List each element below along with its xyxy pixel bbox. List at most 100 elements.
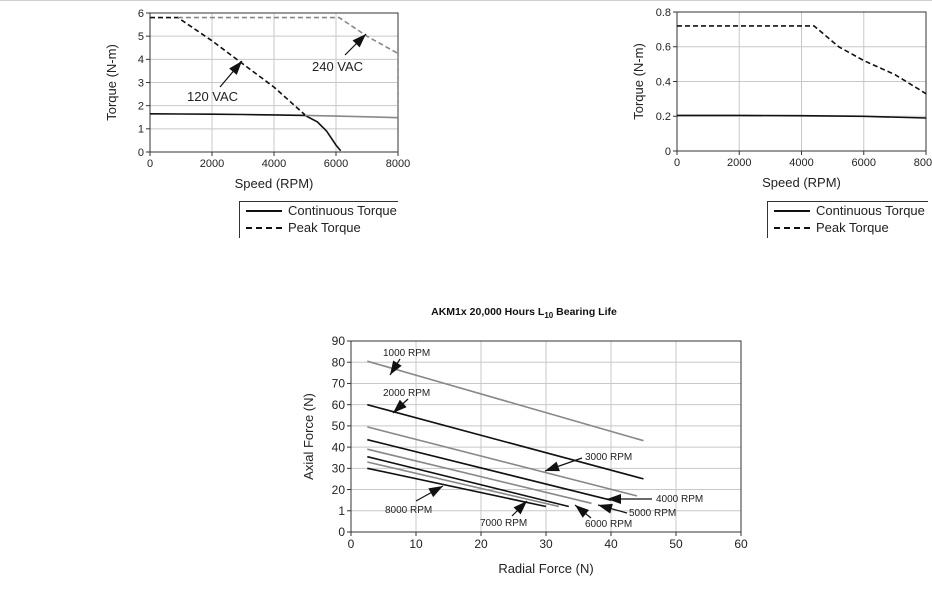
chart2-xtick-label-2: 4000 [789,157,813,169]
legend-2-solid-swatch [774,209,810,212]
legend-1: Continuous Torque Peak Torque [239,201,398,238]
legend-1-continuous-label: Continuous Torque [288,203,397,218]
legend-2: Continuous Torque Peak Torque [767,201,928,238]
chart3-label-2000rpm: 2000 RPM [383,388,430,399]
chart3-ytick-label-2: 20 [332,483,346,497]
chart3-ylabel: Axial Force (N) [301,393,316,480]
top-divider [0,0,932,1]
chart-torque-speed-1: 0 2000 4000 6000 8000 0 1 2 3 4 5 6 Speed (RPM) Torqu… [104,8,410,191]
legend-1-peak-label: Peak Torque [288,220,361,235]
chart3-xtick-label-3: 30 [539,537,553,551]
chart3-label-3000rpm: 3000 RPM [585,452,632,463]
chart2-ytick-label-2: 0.4 [656,76,671,88]
chart1-xlabel: Speed (RPM) [235,176,314,191]
chart1-xtick-label-1: 2000 [200,158,224,170]
chart3-series-0 [367,360,644,442]
chart3-ytick-label-4: 40 [332,440,346,454]
chart3-ytick-label-8: 80 [332,355,346,369]
chart3-xlabel: Radial Force (N) [498,561,593,576]
chart1-xtick-label-3: 6000 [324,158,348,170]
chart3-ytick-label-1: 1 [338,504,345,518]
chart3-series-4 [367,448,592,505]
chart1-ytick-label-4: 4 [138,54,144,66]
chart1-arrow-120vac-head [229,61,242,75]
chart2-xtick-label-4: 8000 [914,157,932,169]
chart3-plot-frame [350,340,742,533]
chart3-arrow-4000rpm-head [607,494,621,504]
chart3-ytick-label-0: 0 [338,525,345,539]
chart2-ytick-label-0: 0 [665,146,671,158]
chart3-label-5000rpm: 5000 RPM [629,508,676,519]
chart2-xtick-label-0: 0 [674,157,680,169]
chart3-ytick-label-9: 90 [332,334,346,348]
chart3-ytick-label-6: 60 [332,398,346,412]
chart3-xtick-label-6: 60 [734,537,748,551]
chart3-xtick-label-5: 50 [669,537,683,551]
chart1-ytick-label-3: 3 [138,77,144,89]
chart2-xtick-label-1: 2000 [727,157,751,169]
chart2-plot-frame [676,11,927,152]
chart2-ytick-label-3: 0.6 [656,42,671,54]
chart3-label-7000rpm: 7000 RPM [480,518,527,529]
chart3-label-1000rpm: 1000 RPM [383,348,430,359]
chart3-ytick-label-5: 50 [332,419,346,433]
chart-torque-speed-2: 0 2000 4000 6000 8000 0 0.2 0.4 0.6 0.8 Speed (RPM… [631,7,932,190]
chart3-arrow-1000rpm-head [390,360,402,375]
chart1-ytick-label-5: 5 [138,31,144,43]
chart1-xtick-label-2: 4000 [262,158,286,170]
chart2-ytick-label-1: 0.2 [656,111,671,123]
chart3-arrow-2000rpm-head [393,399,407,413]
chart1-ytick-label-1: 1 [138,124,144,136]
chart1-xtick-label-4: 8000 [386,158,410,170]
chart3-xtick-label-2: 20 [474,537,488,551]
chart1-ylabel: Torque (N-m) [104,44,119,121]
chart3-arrow-7000rpm-head [513,501,527,515]
chart2-xlabel: Speed (RPM) [762,175,841,190]
chart3-series-7 [367,467,547,508]
legend-2-continuous-label: Continuous Torque [816,203,925,218]
chart3-label-6000rpm: 6000 RPM [585,519,632,530]
chart1-annotation-120vac: 120 VAC [187,89,238,104]
legend-2-peak: Peak Torque [768,219,928,236]
chart2-xtick-label-3: 6000 [852,157,876,169]
legend-1-dash-swatch [246,226,282,229]
chart2-series-0 [677,114,927,119]
chart2-ytick-label-4: 0.8 [656,7,671,19]
chart1-series-0 [149,113,342,152]
chart1-series-2 [150,16,306,116]
chart1-ytick-label-0: 0 [138,147,144,159]
chart3-xtick-label-1: 10 [409,537,423,551]
chart3-xtick-label-0: 0 [348,537,355,551]
legend-1-continuous: Continuous Torque [240,202,398,219]
chart2-series-1 [677,25,927,95]
chart3-title: AKM1x 20,000 Hours L10 Bearing Life [431,306,617,320]
chart3-arrow-5000rpm-head [598,503,613,514]
chart2-ylabel: Torque (N-m) [631,43,646,120]
chart1-ytick-label-2: 2 [138,101,144,113]
chart1-xtick-label-0: 0 [147,158,153,170]
legend-2-continuous: Continuous Torque [768,202,928,219]
chart3-label-4000rpm: 4000 RPM [656,494,703,505]
chart3-series-1 [367,403,644,480]
chart3-arrow-3000rpm-head [545,461,560,472]
chart3-ytick-label-3: 30 [332,462,346,476]
chart1-annotation-240vac: 240 VAC [312,59,363,74]
chart3-ytick-label-7: 70 [332,377,346,391]
chart3-arrow-6000rpm-head [575,505,590,518]
chart3-label-8000rpm: 8000 RPM [385,505,432,516]
chart3-series-6 [367,461,560,508]
chart3-series-3 [367,438,612,501]
chart3-xtick-label-4: 40 [604,537,618,551]
legend-2-peak-label: Peak Torque [816,220,889,235]
chart3-series-5 [367,455,569,508]
legend-2-dash-swatch [774,226,810,229]
chart1-series-3 [177,16,399,118]
chart1-arrow-240vac-head [352,34,366,48]
chart1-ytick-label-6: 6 [138,8,144,20]
chart1-series-1 [304,114,399,119]
legend-1-peak: Peak Torque [240,219,398,236]
chart3-arrow-8000rpm-head [428,486,443,498]
chart3-series-2 [367,426,638,497]
legend-1-solid-swatch [246,209,282,212]
